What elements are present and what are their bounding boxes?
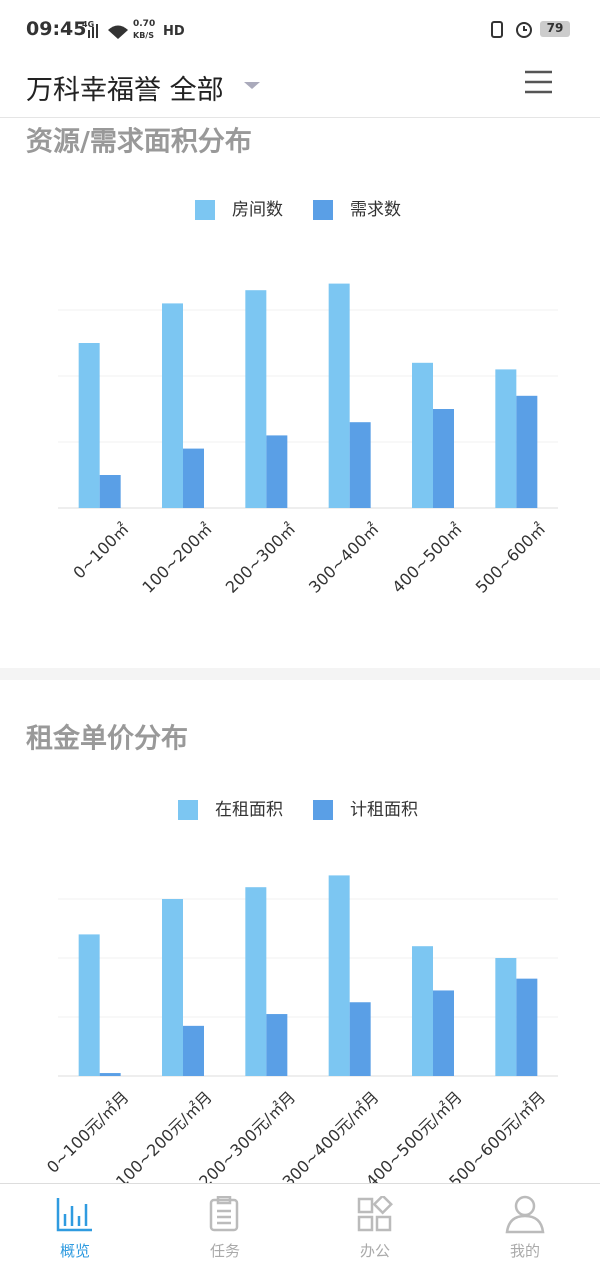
bar <box>516 978 538 1076</box>
bar <box>328 283 350 508</box>
system-icons <box>491 21 532 38</box>
legend-label: 需求数 <box>350 200 401 220</box>
bar <box>412 946 433 1076</box>
bar <box>349 1002 371 1076</box>
bar <box>516 395 538 508</box>
bar <box>412 362 433 508</box>
legend-swatch <box>195 200 215 220</box>
bar <box>162 899 183 1076</box>
nav-label: 任务 <box>209 1242 240 1260</box>
legend-swatch <box>313 800 333 820</box>
signal-icons <box>88 24 128 39</box>
bar <box>183 1025 204 1076</box>
nav-mine[interactable]: 我的 <box>450 1184 600 1268</box>
header: 万科幸福誉 全部 <box>0 60 600 118</box>
status-bar: 09:45 4G 0.70 KB/S HD 79 <box>0 0 600 60</box>
bar <box>99 1073 121 1076</box>
x-tick-label: 0~100元/㎡月 <box>43 1087 132 1176</box>
x-tick-label: 100~200㎡ <box>138 519 215 596</box>
overview-icon <box>56 1198 92 1232</box>
office-icon <box>357 1196 393 1232</box>
legend-label: 在租面积 <box>215 800 283 820</box>
nav-tasks[interactable]: 任务 <box>150 1184 300 1268</box>
bar <box>162 303 183 508</box>
legend-label: 计租面积 <box>350 800 418 820</box>
chart-title: 租金单价分布 <box>26 723 188 755</box>
bar <box>433 409 454 508</box>
time: 09:45 <box>26 18 87 40</box>
nav-overview[interactable]: 概览 <box>0 1184 150 1268</box>
nav-label: 我的 <box>509 1242 540 1260</box>
bottom-nav: 概览 任务 办公 我的 <box>0 1183 600 1268</box>
speed: 0.70 <box>133 19 156 29</box>
bar <box>328 875 350 1076</box>
bar <box>183 448 204 508</box>
project-selector[interactable]: 万科幸福誉 全部 <box>26 75 224 106</box>
speed-unit: KB/S <box>133 31 154 40</box>
legend-swatch <box>178 800 198 820</box>
chart-title: 资源/需求面积分布 <box>26 127 252 158</box>
tasks-icon <box>209 1196 239 1232</box>
mine-icon <box>505 1195 545 1234</box>
nav-label: 概览 <box>59 1242 90 1260</box>
legend-swatch <box>313 200 333 220</box>
legend-label: 房间数 <box>232 200 283 220</box>
bar <box>78 343 100 508</box>
x-tick-label: 0~100㎡ <box>69 519 132 582</box>
bar <box>78 934 100 1076</box>
bar <box>495 958 517 1076</box>
menu-button[interactable] <box>524 70 554 96</box>
bar <box>495 369 517 508</box>
bar <box>266 1014 288 1076</box>
bar <box>245 887 267 1076</box>
x-tick-label: 200~300㎡ <box>222 519 299 596</box>
nav-label: 办公 <box>359 1242 390 1260</box>
hd: HD <box>163 24 185 39</box>
bar <box>266 435 288 508</box>
bar <box>99 475 121 508</box>
nav-office[interactable]: 办公 <box>300 1184 450 1268</box>
x-tick-label: 300~400㎡ <box>305 519 382 596</box>
bar <box>349 422 371 508</box>
bar <box>245 290 267 508</box>
dropdown-arrow[interactable] <box>243 78 263 92</box>
network: 4G <box>82 20 95 29</box>
bar <box>433 990 454 1076</box>
x-tick-label: 500~600㎡ <box>472 519 549 596</box>
battery: 79 <box>540 21 570 37</box>
x-tick-label: 400~500㎡ <box>388 519 465 596</box>
